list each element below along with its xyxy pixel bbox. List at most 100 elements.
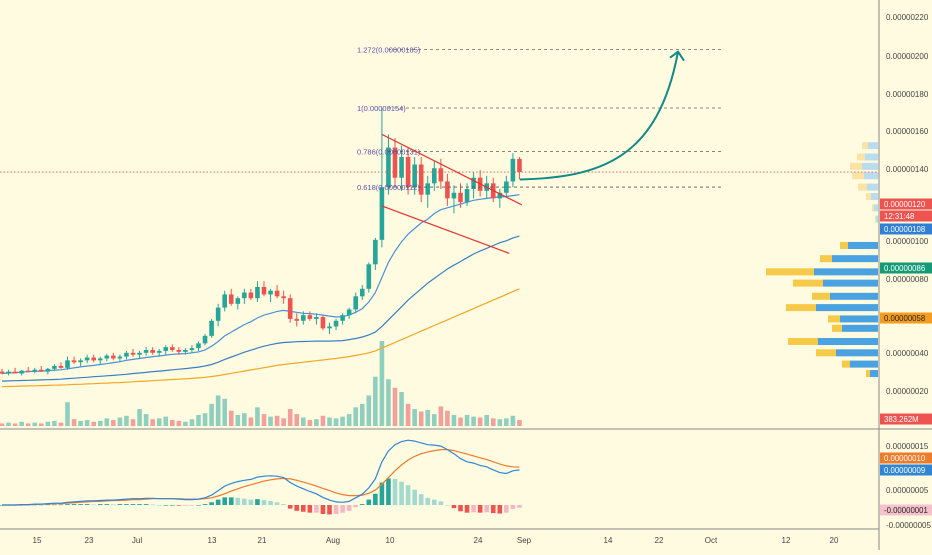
volume-profile-bar-up [842, 324, 878, 332]
macd-histogram-bar [412, 489, 417, 505]
macd-histogram-bar [392, 478, 398, 505]
volume-profile-bar-up [818, 338, 878, 346]
volume-bar [301, 417, 306, 426]
candle-body [0, 371, 5, 374]
ma-mid-tag: 0.00000086 [884, 264, 925, 273]
macd-histogram-bar [340, 505, 345, 513]
time-tick-label: Sep [517, 536, 532, 545]
macd-histogram-bar [97, 504, 103, 505]
volume-profile-bar-down [828, 315, 840, 323]
candle-body [301, 315, 306, 321]
macd-histogram-bar [242, 498, 247, 505]
volume-bar [65, 402, 70, 426]
volume-profile-bar-down [788, 338, 818, 346]
macd-histogram-bar [228, 497, 234, 505]
fib-level-label: 1(0.00000154) [357, 104, 406, 113]
macd-histogram-bar [58, 504, 64, 506]
volume-bar [432, 414, 437, 426]
time-tick-label: 24 [474, 536, 483, 545]
volume-bar [261, 414, 267, 426]
candle-body [379, 187, 385, 240]
volume-bar [274, 415, 280, 426]
macd-histogram-bar [202, 504, 208, 505]
macd-histogram-bar [327, 505, 332, 515]
candle-body [78, 360, 83, 363]
time-tick-label: 15 [33, 536, 42, 545]
volume-profile-bar-down [862, 142, 868, 150]
volume-bar [490, 418, 496, 426]
volume-bar [327, 417, 332, 426]
volume-bar [150, 419, 155, 426]
macd-tick-label: -0.00000005 [886, 521, 931, 530]
macd-histogram-bar [222, 497, 227, 505]
macd-histogram-bar [255, 499, 260, 505]
candle-body [307, 315, 313, 319]
candle-body [268, 290, 273, 295]
volume-bar [202, 413, 208, 426]
volume-bar [510, 415, 516, 426]
macd-histogram-bar [386, 478, 391, 505]
volume-profile-bar-down [840, 241, 848, 249]
macd-histogram-bar [156, 505, 162, 506]
volume-profile-bar-down [812, 292, 830, 300]
volume-profile-bar-up [876, 215, 878, 223]
macd-histogram-bar [366, 499, 372, 505]
candle-body [366, 264, 372, 289]
macd-histogram-bar [183, 505, 188, 506]
candle-body [196, 343, 201, 349]
candle-body [373, 239, 378, 265]
macd-histogram-bar [359, 504, 365, 505]
volume-profile-bar-down [793, 279, 823, 287]
candle-body [170, 347, 175, 350]
volume-bar [12, 423, 18, 426]
volume-profile-bar-down [832, 324, 842, 332]
volume-bar [58, 422, 64, 426]
volume-bar [6, 422, 11, 426]
macd-histogram-bar [25, 505, 31, 506]
volume-bar [196, 414, 201, 426]
macd-value-tag-bg [880, 464, 932, 476]
fib-level-label: 0.786(0.00000131) [357, 147, 421, 156]
candle-body [451, 192, 457, 199]
volume-profile-bar-down [786, 304, 816, 312]
macd-histogram-bar [78, 504, 83, 505]
macd-histogram-bar [353, 505, 358, 508]
volume-bar [170, 420, 175, 426]
histogram-value-tag-bg [880, 504, 932, 516]
macd-histogram-bar [314, 505, 319, 513]
volume-profile-bar-up [850, 360, 878, 368]
macd-histogram-bar [320, 505, 326, 514]
macd-histogram-bar [104, 504, 110, 505]
candle-body [274, 290, 280, 297]
volume-profile-bar-down [766, 268, 814, 276]
fib-level-label: 0.618(0.00000112) [357, 183, 420, 192]
volume-bar [386, 379, 391, 426]
volume-bar [405, 403, 411, 426]
volume-profile-bar-down [852, 172, 864, 180]
candle-body [392, 147, 398, 178]
volume-profile-bar-up [816, 304, 878, 312]
macd-tick-label: 0.00000005 [886, 486, 929, 495]
volume-bar [45, 421, 51, 426]
signal-value-tag: 0.00000010 [884, 454, 926, 463]
macd-histogram-bar [130, 504, 136, 505]
volume-bar [484, 414, 489, 426]
volume-bar [97, 420, 103, 426]
volume-bar [71, 419, 77, 426]
candle-body [97, 358, 103, 361]
volume-bar [124, 415, 129, 426]
projection-arrow [519, 51, 679, 181]
volume-bar [399, 392, 404, 426]
volume-bar [412, 409, 417, 426]
macd-histogram-bar [287, 505, 293, 509]
volume-profile-bar-down [866, 370, 870, 378]
time-tick-label: 10 [386, 536, 395, 545]
volume-bar [366, 395, 372, 426]
candle-body [425, 183, 431, 195]
macd-histogram-bar [477, 505, 483, 513]
macd-histogram-bar [248, 499, 254, 505]
volume-bar [458, 417, 463, 426]
candle-body [65, 360, 70, 368]
time-tick-label: 13 [208, 536, 217, 545]
